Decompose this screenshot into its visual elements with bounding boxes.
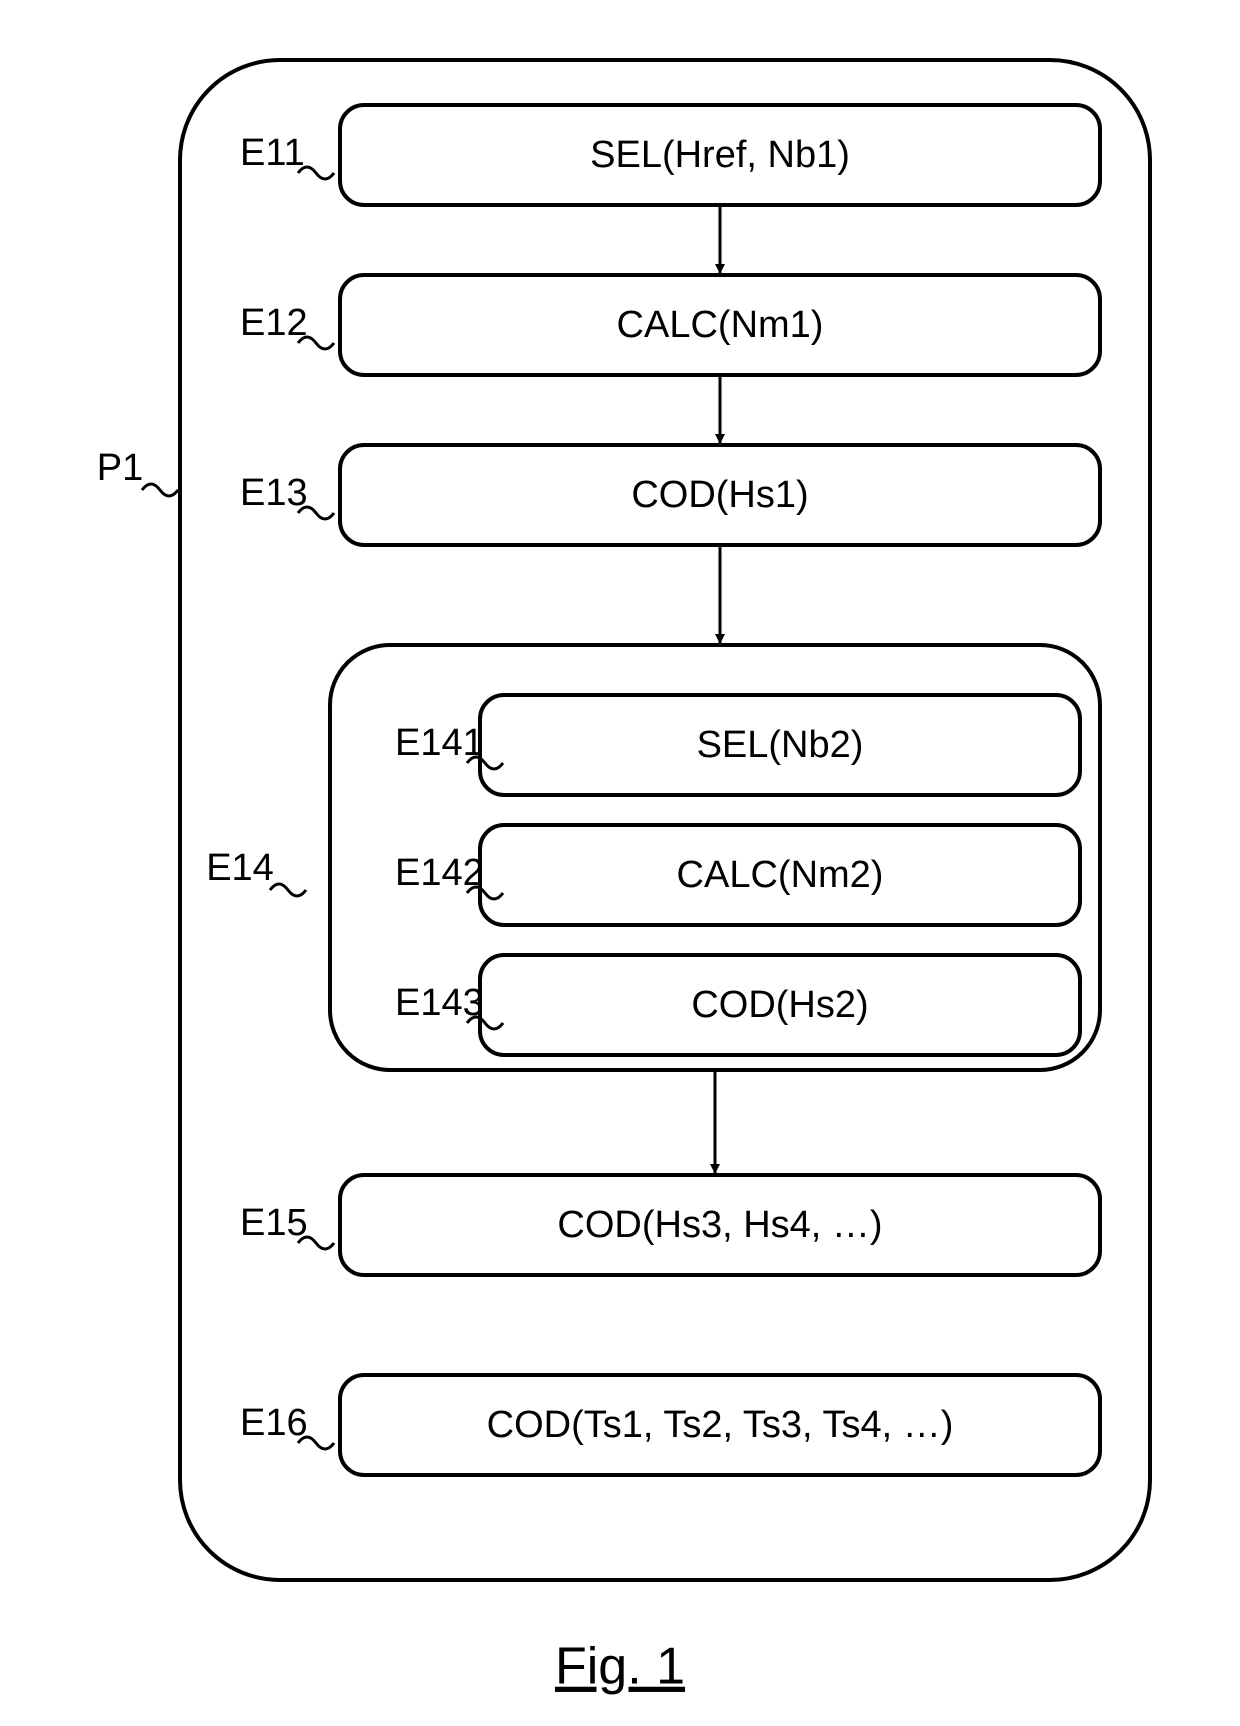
step-text-e142: CALC(Nm2) [677, 854, 884, 896]
flowchart-diagram: P1 E14 SEL(Href, Nb1) E11 CALC(Nm1) E12 COD(Hs… [0, 0, 1240, 1726]
step-label-e16: E16 [240, 1402, 308, 1444]
step-text-e15: COD(Hs3, Hs4, …) [557, 1204, 882, 1246]
step-label-e15: E15 [240, 1202, 308, 1244]
figure-caption: Fig. 1 [555, 1638, 685, 1696]
step-text-e13: COD(Hs1) [631, 474, 808, 516]
step-text-e16: COD(Ts1, Ts2, Ts3, Ts4, …) [487, 1404, 954, 1446]
step-text-e11: SEL(Href, Nb1) [590, 134, 850, 176]
step-label-e13: E13 [240, 472, 308, 514]
step-text-e12: CALC(Nm1) [617, 304, 824, 346]
step-text-e143: COD(Hs2) [691, 984, 868, 1026]
outer-container-label: P1 [97, 447, 143, 489]
step-label-e12: E12 [240, 302, 308, 344]
step-label-e11: E11 [240, 132, 305, 174]
step-text-e141: SEL(Nb2) [697, 724, 864, 766]
inner-container-label: E14 [206, 847, 274, 889]
